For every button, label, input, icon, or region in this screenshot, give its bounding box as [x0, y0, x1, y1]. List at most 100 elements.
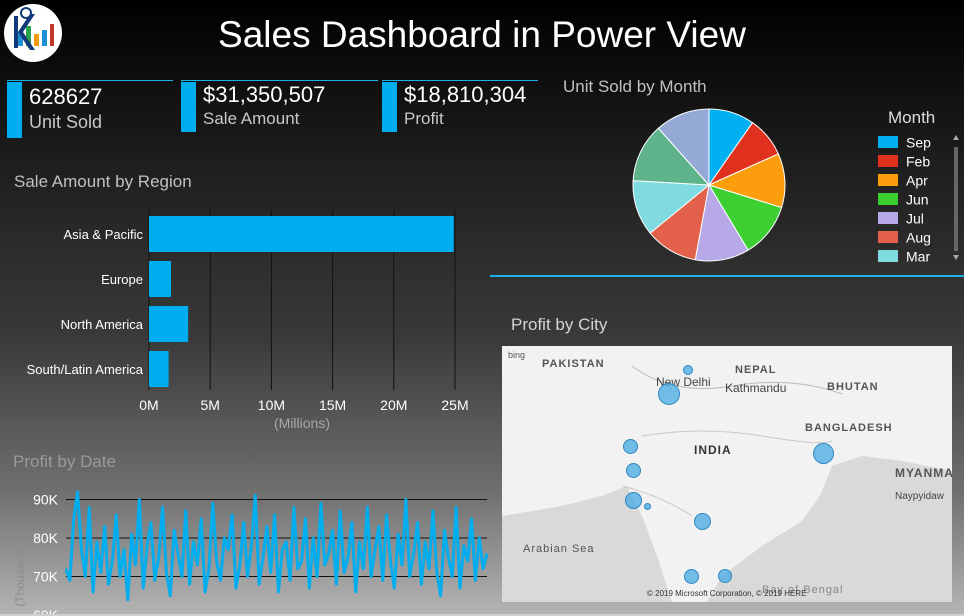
x-tick-label: 10M — [258, 397, 285, 413]
kpi-label: Sale Amount — [203, 109, 300, 128]
legend-label: Feb — [906, 153, 931, 170]
legend-swatch — [878, 250, 898, 263]
map-label: Bay of Bengal — [762, 584, 844, 596]
legend-label: Apr — [906, 172, 928, 189]
city-bubble[interactable] — [625, 492, 642, 509]
legend-swatch — [878, 193, 898, 206]
kpi-sale-amount[interactable]: $31,350,507 Sale Amount — [181, 80, 378, 138]
logo-icon — [14, 7, 54, 50]
legend-label: Aug — [906, 229, 931, 246]
city-bubble[interactable] — [684, 569, 699, 584]
bar[interactable] — [149, 351, 169, 387]
kpi-value: $18,810,304 — [404, 82, 527, 107]
kpi-unit-sold[interactable]: 628627 Unit Sold — [7, 80, 173, 138]
legend-item[interactable]: Feb — [878, 152, 931, 170]
kpi-profit[interactable]: $18,810,304 Profit — [382, 80, 538, 138]
y-tick-label: 90K — [33, 492, 59, 508]
pie-slice[interactable] — [657, 108, 710, 187]
legend-label: Jun — [906, 191, 929, 208]
legend-scrollbar[interactable] — [953, 135, 959, 260]
x-tick-label: 5M — [200, 397, 219, 413]
legend-item[interactable]: Sep — [878, 133, 931, 151]
city-bubble[interactable] — [718, 569, 732, 583]
kpi-label: Profit — [404, 109, 444, 128]
city-chart-title: Profit by City — [511, 315, 608, 334]
page-title: Sales Dashboard in Power View — [218, 14, 746, 55]
legend-label: Sep — [906, 134, 931, 151]
map-copyright: © 2019 Microsoft Corporation, © 2019 HER… — [647, 589, 807, 598]
x-tick-label: 25M — [441, 397, 468, 413]
kpi-label: Unit Sold — [29, 112, 103, 132]
city-bubble[interactable] — [813, 443, 834, 464]
region-bar-chart[interactable]: 0M 5M 10M 15M 20M 25M Asia & Pacific Europe Nort… — [0, 200, 490, 440]
map-label: Naypyidaw — [895, 491, 944, 502]
y-tick-label: 80K — [33, 530, 59, 546]
y-tick-label: 70K — [33, 569, 59, 585]
legend-item[interactable]: Jun — [878, 190, 929, 208]
logo — [4, 4, 62, 62]
map-label: PAKISTAN — [542, 358, 605, 370]
y-tick-label: 60K — [33, 607, 59, 616]
date-chart-title: Profit by Date — [13, 452, 116, 471]
city-bubble[interactable] — [694, 513, 711, 530]
legend-item[interactable]: Mar — [878, 247, 931, 265]
pie-slice[interactable] — [632, 127, 711, 186]
kpi-value: $31,350,507 — [203, 82, 326, 107]
scroll-down-icon[interactable] — [953, 255, 959, 260]
city-bubble[interactable] — [623, 439, 638, 454]
bing-icon: bing — [508, 350, 526, 360]
legend-item[interactable]: Aug — [878, 228, 931, 246]
legend-swatch — [878, 155, 898, 168]
bar[interactable] — [149, 216, 454, 252]
bar[interactable] — [149, 261, 172, 297]
kpi-top-line — [382, 80, 538, 81]
map-label: INDIA — [694, 443, 732, 457]
map-label: MYANMAR — [895, 466, 952, 480]
section-divider — [490, 275, 964, 277]
x-tick-label: 15M — [319, 397, 346, 413]
kpi-top-line — [181, 80, 378, 81]
city-bubble[interactable] — [644, 503, 651, 510]
city-map[interactable]: bing PAKISTAN NEPAL BHUTAN Kathmandu New… — [502, 346, 952, 602]
y-axis-label: (Thousands) — [13, 539, 27, 606]
scrollbar-thumb[interactable] — [954, 147, 958, 251]
legend-swatch — [878, 174, 898, 187]
category-label: South/Latin America — [27, 362, 144, 377]
map-label: BANGLADESH — [805, 422, 893, 434]
bar[interactable] — [149, 306, 189, 342]
city-bubble[interactable] — [626, 463, 641, 478]
legend-label: Mar — [906, 248, 931, 265]
legend-label: Jul — [906, 210, 924, 227]
category-label: North America — [61, 317, 144, 332]
kpi-accent-bar — [181, 82, 196, 132]
legend-swatch — [878, 212, 898, 225]
kpi-accent-bar — [7, 82, 22, 138]
category-label: Europe — [101, 272, 143, 287]
legend-item[interactable]: Apr — [878, 171, 928, 189]
legend-item[interactable]: Jul — [878, 209, 924, 227]
region-chart-title: Sale Amount by Region — [14, 172, 192, 191]
legend-swatch — [878, 231, 898, 244]
kpi-top-line — [7, 80, 173, 81]
bottom-bar — [0, 614, 964, 616]
x-tick-label: 0M — [139, 397, 158, 413]
month-pie-chart[interactable] — [620, 98, 800, 278]
date-line-chart[interactable]: 60K 70K 80K 90K (Thousands) — [0, 478, 490, 616]
category-label: Asia & Pacific — [64, 227, 144, 242]
month-chart-title: Unit Sold by Month — [563, 77, 707, 96]
map-label: NEPAL — [735, 364, 777, 376]
map-label: Arabian Sea — [523, 543, 595, 555]
scroll-up-icon[interactable] — [953, 135, 959, 140]
x-tick-label: 20M — [380, 397, 407, 413]
kpi-accent-bar — [382, 82, 397, 132]
map-background — [502, 346, 952, 602]
profit-line[interactable] — [64, 490, 489, 602]
map-label: BHUTAN — [827, 381, 879, 393]
kpi-value: 628627 — [29, 84, 103, 109]
city-bubble[interactable] — [683, 365, 693, 375]
map-label: Kathmandu — [725, 381, 787, 395]
city-bubble[interactable] — [658, 383, 680, 405]
legend-title: Month — [888, 108, 936, 127]
legend-swatch — [878, 136, 898, 149]
x-axis-label: (Millions) — [274, 415, 330, 431]
